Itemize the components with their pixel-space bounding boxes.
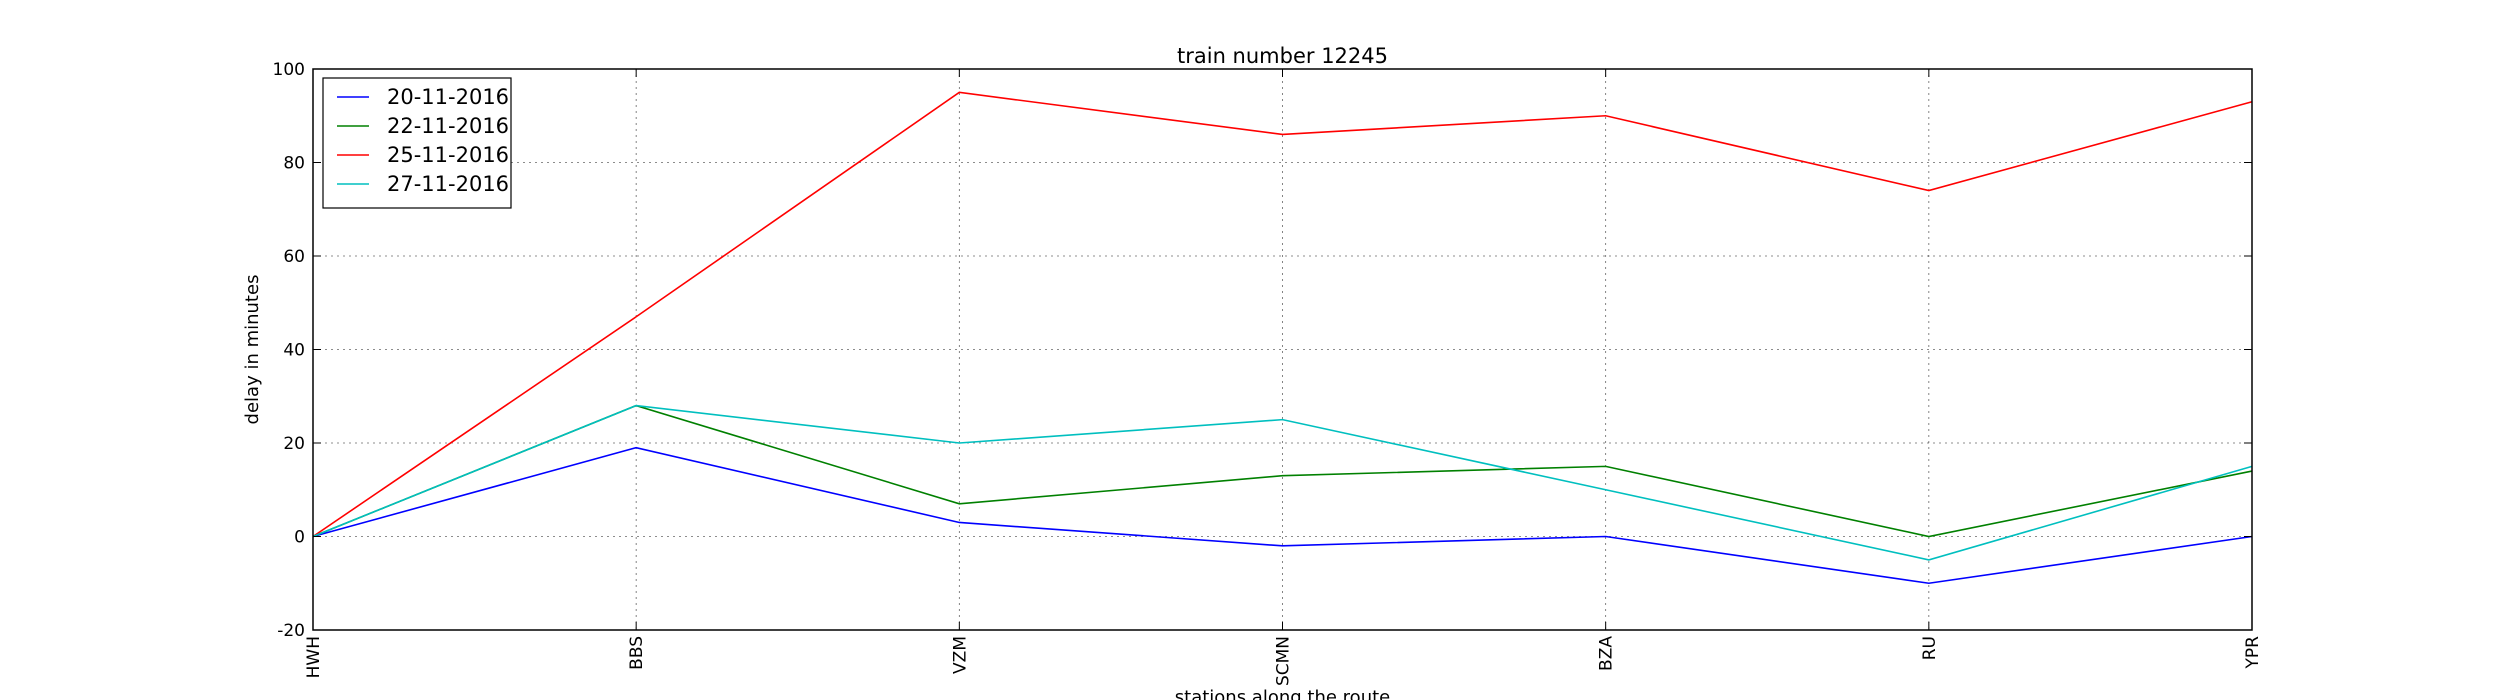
legend: 20-11-2016 22-11-2016 25-11-2016 27-11-2016 bbox=[322, 77, 512, 209]
x-axis-title: stations along the route bbox=[1175, 687, 1390, 700]
series-lines bbox=[312, 91, 2253, 585]
legend-label: 22-11-2016 bbox=[387, 114, 509, 138]
y-tick-label: 0 bbox=[294, 528, 305, 548]
y-tick-label: 80 bbox=[283, 154, 305, 174]
legend-label: 25-11-2016 bbox=[387, 143, 509, 167]
series-line bbox=[312, 91, 2253, 538]
x-tick-label: HWH bbox=[304, 636, 324, 678]
axis-ticks: -20 0 20 40 60 80 100 HWH BBS VZM SCMN BZA RU YPR bbox=[273, 60, 2263, 686]
legend-box bbox=[322, 77, 512, 209]
series-line bbox=[312, 404, 2253, 561]
x-tick-label: BBS bbox=[627, 636, 647, 670]
legend-label: 20-11-2016 bbox=[387, 85, 509, 109]
y-axis-title: delay in minutes bbox=[242, 275, 263, 425]
y-tick-label: 20 bbox=[283, 434, 305, 454]
y-tick-label: 100 bbox=[273, 60, 305, 80]
legend-label: 27-11-2016 bbox=[387, 172, 509, 196]
x-tick-label: RU bbox=[1920, 636, 1940, 660]
series-line bbox=[312, 446, 2253, 585]
x-tick-label: BZA bbox=[1597, 636, 1617, 671]
chart-title: train number 12245 bbox=[1177, 44, 1388, 68]
x-tick-label: YPR bbox=[2243, 636, 2263, 670]
x-tick-label: VZM bbox=[950, 636, 970, 674]
y-tick-label: 60 bbox=[283, 247, 305, 267]
y-tick-label: 40 bbox=[283, 341, 305, 361]
x-tick-label: SCMN bbox=[1274, 636, 1294, 686]
y-tick-label: -20 bbox=[277, 621, 305, 641]
